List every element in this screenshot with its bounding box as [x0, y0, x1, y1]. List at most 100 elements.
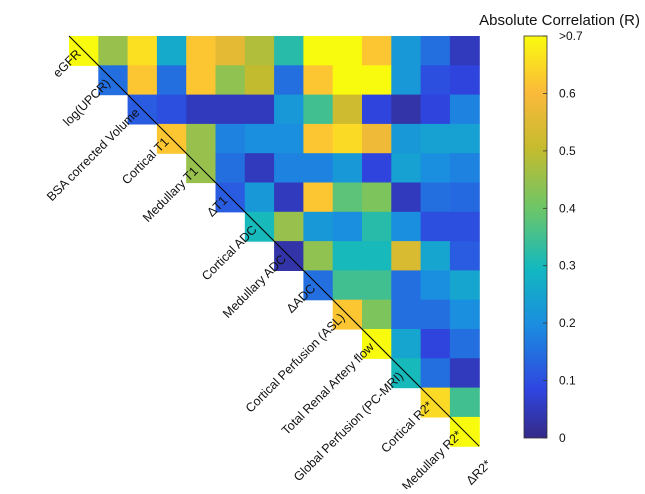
colorbar-tick-label: 0.4 [559, 201, 576, 215]
heatmap-cell [332, 36, 363, 66]
colorbar-tick-label: 0.2 [559, 316, 576, 330]
heatmap-cell [449, 123, 480, 154]
heatmap-cell [332, 123, 363, 154]
heatmap-cell [449, 153, 480, 184]
heatmap-cell [303, 123, 334, 154]
heatmap-cell [391, 270, 422, 301]
variable-label: Medullary T1 [140, 164, 201, 225]
heatmap-cell [156, 65, 187, 96]
heatmap-cell [391, 153, 422, 184]
heatmap-cell [127, 36, 158, 66]
variable-label: BSA corrected Volume [44, 105, 142, 203]
heatmap-cell [186, 65, 217, 96]
heatmap-cell [449, 358, 480, 389]
heatmap-cell [391, 211, 422, 242]
variable-label: Global Perfusion (PC-MRI) [291, 369, 406, 484]
heatmap-cell [274, 123, 304, 154]
heatmap-cell [215, 36, 246, 66]
variable-label: Cortical ADC [199, 223, 259, 283]
heatmap-cell [303, 65, 334, 96]
heatmap-cell [420, 94, 451, 125]
heatmap-cell [156, 94, 187, 125]
heatmap-cell [215, 123, 246, 154]
heatmap-cell [303, 36, 334, 66]
heatmap-cell [303, 241, 334, 271]
heatmap-cell [303, 153, 334, 184]
heatmap-cell [362, 123, 392, 154]
variable-label: Cortical T1 [119, 135, 172, 188]
heatmap-cell [186, 94, 217, 125]
heatmap-cell [391, 65, 422, 96]
variable-label: Cortical R2* [378, 398, 435, 455]
colorbar-tick-label: 0.1 [559, 374, 576, 388]
heatmap-cell [303, 94, 334, 125]
colorbar-title: Absolute Correlation (R) [479, 12, 640, 29]
colorbar-gradient [523, 35, 548, 439]
heatmap-cell [391, 36, 422, 66]
heatmap-cell [420, 153, 451, 184]
heatmap-cell [332, 65, 363, 96]
heatmap-cell [420, 123, 451, 154]
heatmap-cell [420, 36, 451, 66]
variable-label: Medullary R2* [399, 428, 465, 489]
variable-label: ΔR2* [463, 457, 494, 488]
colorbar-tick-label: 0.5 [559, 144, 576, 158]
heatmap-cell [127, 65, 158, 96]
diagonal-line [68, 35, 480, 447]
heatmap-cell [362, 241, 392, 271]
heatmap-cell [244, 65, 275, 96]
heatmap-cell [449, 36, 480, 66]
heatmap-cell [362, 153, 392, 184]
heatmap-cell [420, 329, 451, 359]
variable-label: log(UPCR) [60, 76, 113, 129]
heatmap-cell [186, 36, 217, 66]
heatmap-cell [420, 182, 451, 213]
heatmap-cell [332, 270, 363, 301]
colorbar-tick-label: >0.7 [559, 29, 583, 43]
colorbar-tick-label: 0 [559, 431, 566, 445]
heatmap-cell [215, 153, 246, 184]
heatmap-cell [274, 36, 304, 66]
heatmap-cell [449, 241, 480, 271]
heatmap-cell [420, 299, 451, 330]
heatmap-cell [186, 123, 217, 154]
heatmap-cell [449, 329, 480, 359]
heatmap-cell [391, 329, 422, 359]
heatmap-cell [420, 65, 451, 96]
colorbar-tick-label: 0.6 [559, 86, 576, 100]
heatmap-cell [391, 123, 422, 154]
heatmap-cell [449, 211, 480, 242]
heatmap-cell [244, 153, 275, 184]
heatmap-cell [362, 36, 392, 66]
heatmap-cell [332, 153, 363, 184]
heatmap-cell [362, 94, 392, 125]
heatmap-cell [303, 211, 334, 242]
heatmap-cell [274, 94, 304, 125]
heatmap-cell [244, 182, 275, 213]
heatmap-cell [362, 65, 392, 96]
heatmap-cell [303, 182, 334, 213]
heatmap-cell [98, 36, 129, 66]
heatmap-cell [362, 299, 392, 330]
heatmap-cell [332, 94, 363, 125]
variable-label: Medullary ADC [220, 252, 289, 321]
heatmap-cell [449, 65, 480, 96]
heatmap-cell [449, 182, 480, 213]
heatmap-cell [391, 94, 422, 125]
heatmap-cell [274, 211, 304, 242]
heatmap-cell [391, 182, 422, 213]
heatmap-cell [449, 270, 480, 301]
heatmap-cell [420, 358, 451, 389]
heatmap-cell [449, 387, 480, 418]
heatmap-cell [362, 182, 392, 213]
heatmap-cell [449, 94, 480, 125]
heatmap-cell [420, 241, 451, 271]
heatmap-cell [420, 211, 451, 242]
heatmap-cell [391, 241, 422, 271]
heatmap-cell [244, 36, 275, 66]
heatmap-cell [274, 182, 304, 213]
heatmap-cell [244, 94, 275, 125]
heatmap-cell [332, 241, 363, 271]
